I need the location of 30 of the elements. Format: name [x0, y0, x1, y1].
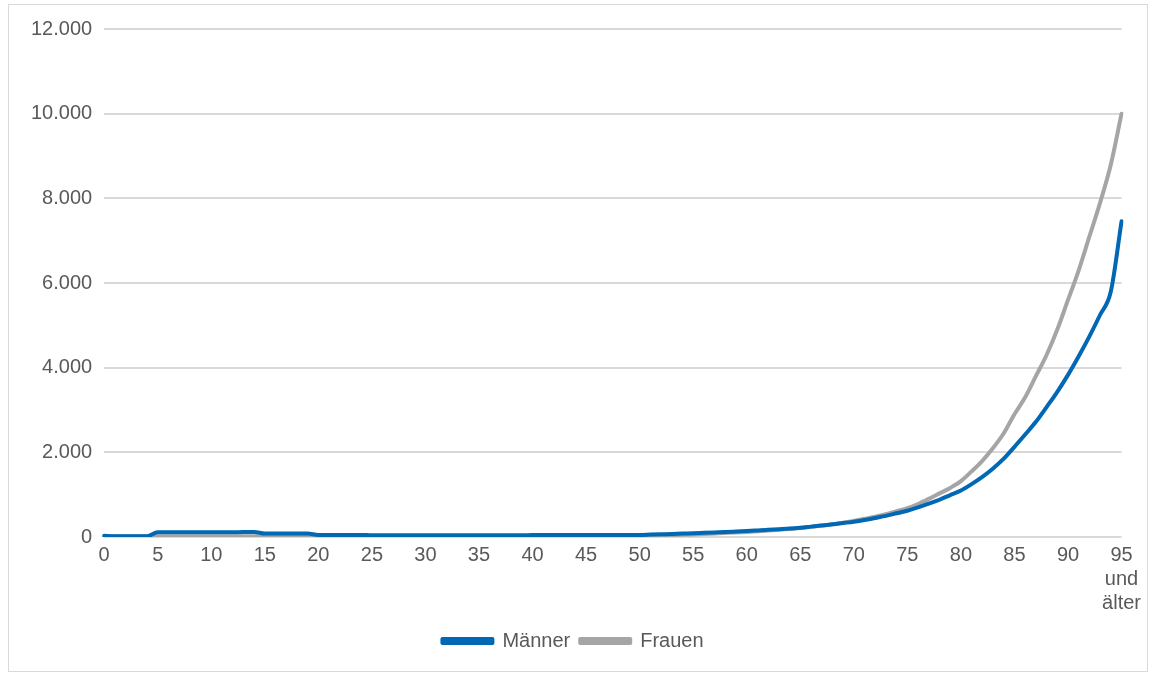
line-series [102, 219, 1124, 537]
x-tick-label: 30 [414, 542, 437, 565]
x-tick-label: 75 [896, 542, 919, 565]
x-tick-label: 35 [467, 542, 491, 565]
x-tick-label: 15 [253, 542, 276, 565]
x-tick-label: 45 [574, 542, 598, 565]
y-tick-label: 8.000 [42, 185, 93, 208]
y-tick-label: 10.000 [31, 101, 93, 124]
legend-label: Männer [502, 628, 571, 651]
x-tick-label: 55 [682, 542, 705, 565]
y-tick-label: 6.000 [42, 270, 93, 293]
x-tick-label: 50 [628, 542, 651, 565]
x-tick-label: 5 [152, 542, 164, 565]
legend-label: Frauen [640, 628, 704, 651]
x-tick-label: 10 [200, 542, 223, 565]
x-tick-label: 70 [842, 542, 865, 565]
x-tick-label: 90 [1056, 542, 1080, 565]
x-tick-label: 20 [307, 542, 330, 565]
y-tick-label: 12.000 [31, 16, 93, 39]
x-tick-label: 65 [789, 542, 812, 565]
y-tick-label: 2.000 [42, 439, 93, 462]
x-tick-label: 80 [949, 542, 973, 565]
y-tick-label: 0 [81, 524, 93, 547]
x-tick-label: 60 [735, 542, 758, 565]
y-tick-label: 4.000 [42, 355, 93, 378]
x-tick-label: 25 [360, 542, 384, 565]
x-tick-label: 85 [1003, 542, 1026, 565]
x-tick-label: 40 [521, 542, 544, 565]
x-tick-label: 0 [98, 542, 110, 565]
x-tick-label: 95 und älter [1102, 542, 1142, 613]
